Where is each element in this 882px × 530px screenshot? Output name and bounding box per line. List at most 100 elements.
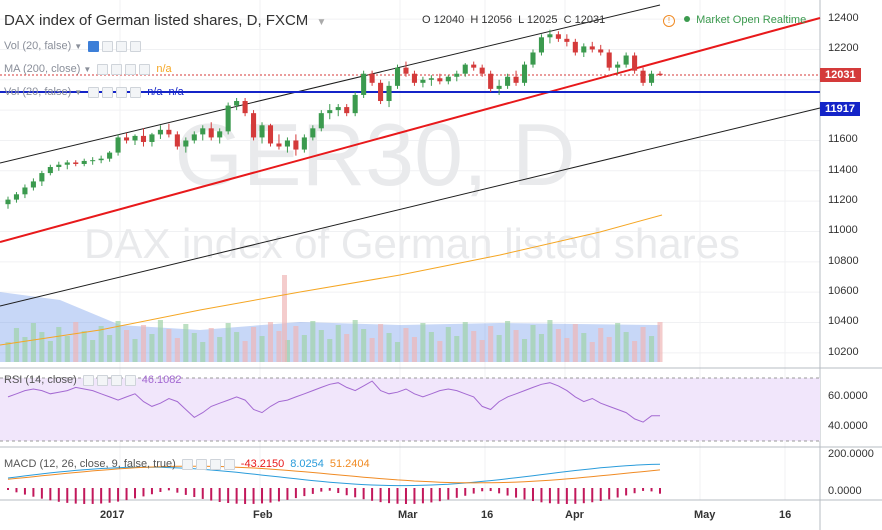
macd-histogram-bar (557, 488, 560, 504)
volume-bar (140, 325, 147, 362)
volume-bar (282, 275, 287, 362)
close-value: 12031 (574, 14, 606, 26)
candle-body (352, 94, 358, 114)
eye-icon[interactable] (88, 86, 100, 98)
eye-icon[interactable] (97, 63, 109, 75)
macd-histogram-bar (244, 488, 247, 504)
volume-bar (22, 337, 28, 362)
macd-axis-0: 0.0000 (828, 485, 862, 497)
eye-icon[interactable] (181, 458, 193, 470)
macd-histogram-bar (464, 488, 467, 496)
eye-icon[interactable] (88, 40, 100, 52)
volume-bar (267, 322, 274, 362)
candle-body (581, 46, 587, 53)
volume-bar (327, 339, 333, 362)
study-ma[interactable]: MA (200, close) ▼ n/a (4, 63, 172, 75)
ma-200-line (0, 214, 663, 346)
candle-body (251, 113, 257, 138)
volume-bar (208, 328, 214, 362)
macd-axis-200: 200.0000 (828, 448, 874, 460)
candle-body (445, 76, 451, 82)
price-axis-label: 10600 (828, 285, 859, 298)
macd-histogram-bar (633, 488, 636, 494)
plus-icon[interactable] (116, 40, 128, 52)
candle-body (39, 173, 45, 182)
candle-body (606, 52, 612, 68)
candle-body (513, 76, 519, 83)
settings-icon[interactable] (195, 458, 207, 470)
settings-icon[interactable] (102, 86, 114, 98)
plus-icon[interactable] (209, 458, 221, 470)
candle-body (420, 79, 426, 83)
macd-histogram-bar (354, 488, 357, 498)
close-icon[interactable] (139, 63, 151, 75)
macd-histogram-bar (83, 488, 86, 504)
candle-body (64, 162, 70, 165)
candle-body (640, 70, 646, 83)
volume-bar (403, 328, 409, 362)
macd-histogram-bar (269, 488, 272, 503)
settings-icon[interactable] (111, 63, 123, 75)
vol-value-2: n/a (168, 86, 184, 98)
volume-bar (352, 320, 358, 362)
candle-body (632, 55, 638, 71)
study-vol-top[interactable]: Vol (20, false) ▼ (4, 40, 142, 52)
chevron-down-icon[interactable]: ▼ (316, 17, 327, 28)
close-icon[interactable] (130, 86, 142, 98)
candle-body (462, 64, 468, 74)
close-icon[interactable] (130, 40, 142, 52)
plus-icon[interactable] (125, 63, 137, 75)
volume-bar (632, 341, 638, 362)
macd-histogram-bar (294, 488, 297, 499)
volume-bar (394, 342, 401, 362)
chevron-down-icon[interactable]: ▼ (74, 87, 83, 97)
candle-body (454, 73, 460, 77)
macd-histogram-bar (599, 488, 602, 501)
watermark-description: DAX index of German listed shares (84, 220, 740, 267)
volume-bar (648, 336, 655, 362)
study-macd[interactable]: MACD (12, 26, close, 9, false, true) -43… (4, 458, 370, 470)
volume-bar (547, 320, 553, 362)
volume-bar (242, 341, 248, 362)
chart-title[interactable]: DAX index of German listed shares, D, FX… (4, 12, 326, 29)
eye-icon[interactable] (82, 374, 94, 386)
close-icon[interactable] (223, 458, 235, 470)
warning-circle-icon[interactable]: ! (663, 15, 675, 27)
settings-icon[interactable] (96, 374, 108, 386)
settings-icon[interactable] (102, 40, 114, 52)
volume-bar (513, 330, 519, 362)
volume-bar (107, 335, 113, 362)
study-rsi[interactable]: RSI (14, close) 46.1082 (4, 374, 182, 386)
macd-histogram-bar (565, 488, 568, 504)
plus-icon[interactable] (110, 374, 122, 386)
study-vol-bottom[interactable]: Vol (20, false) ▼ n/a n/a (4, 86, 184, 98)
candle-body (217, 131, 223, 138)
macd-hist-value: 51.2404 (329, 458, 370, 470)
ma-label: MA (200, close) (4, 63, 81, 75)
volume-bar (462, 322, 468, 362)
macd-histogram-bar (15, 488, 18, 493)
macd-histogram-bar (523, 488, 526, 500)
candle-body (344, 107, 350, 114)
market-status[interactable]: ! Market Open Realtime (663, 14, 806, 27)
volume-bar (428, 332, 434, 362)
plus-icon[interactable] (116, 86, 128, 98)
candle-body (572, 41, 578, 53)
macd-histogram-bar (150, 488, 153, 495)
time-label-16b: 16 (779, 509, 792, 521)
price-axis-label: 11200 (828, 194, 858, 207)
low-label: L (518, 14, 524, 26)
close-icon[interactable] (124, 374, 136, 386)
chevron-down-icon[interactable]: ▼ (83, 64, 92, 74)
price-axis-label: 12400 (828, 12, 859, 25)
price-pane-bg (0, 0, 820, 368)
candle-body (318, 113, 324, 129)
price-axis-label: 10200 (828, 345, 859, 358)
candle-body (411, 73, 417, 83)
macd-histogram-bar (659, 488, 661, 494)
chevron-down-icon[interactable]: ▼ (74, 41, 83, 51)
volume-bar (64, 336, 70, 362)
ohlc-readout: O 12040 H 12056 L 12025 C 12031 (422, 14, 605, 26)
candle-body (471, 64, 477, 68)
